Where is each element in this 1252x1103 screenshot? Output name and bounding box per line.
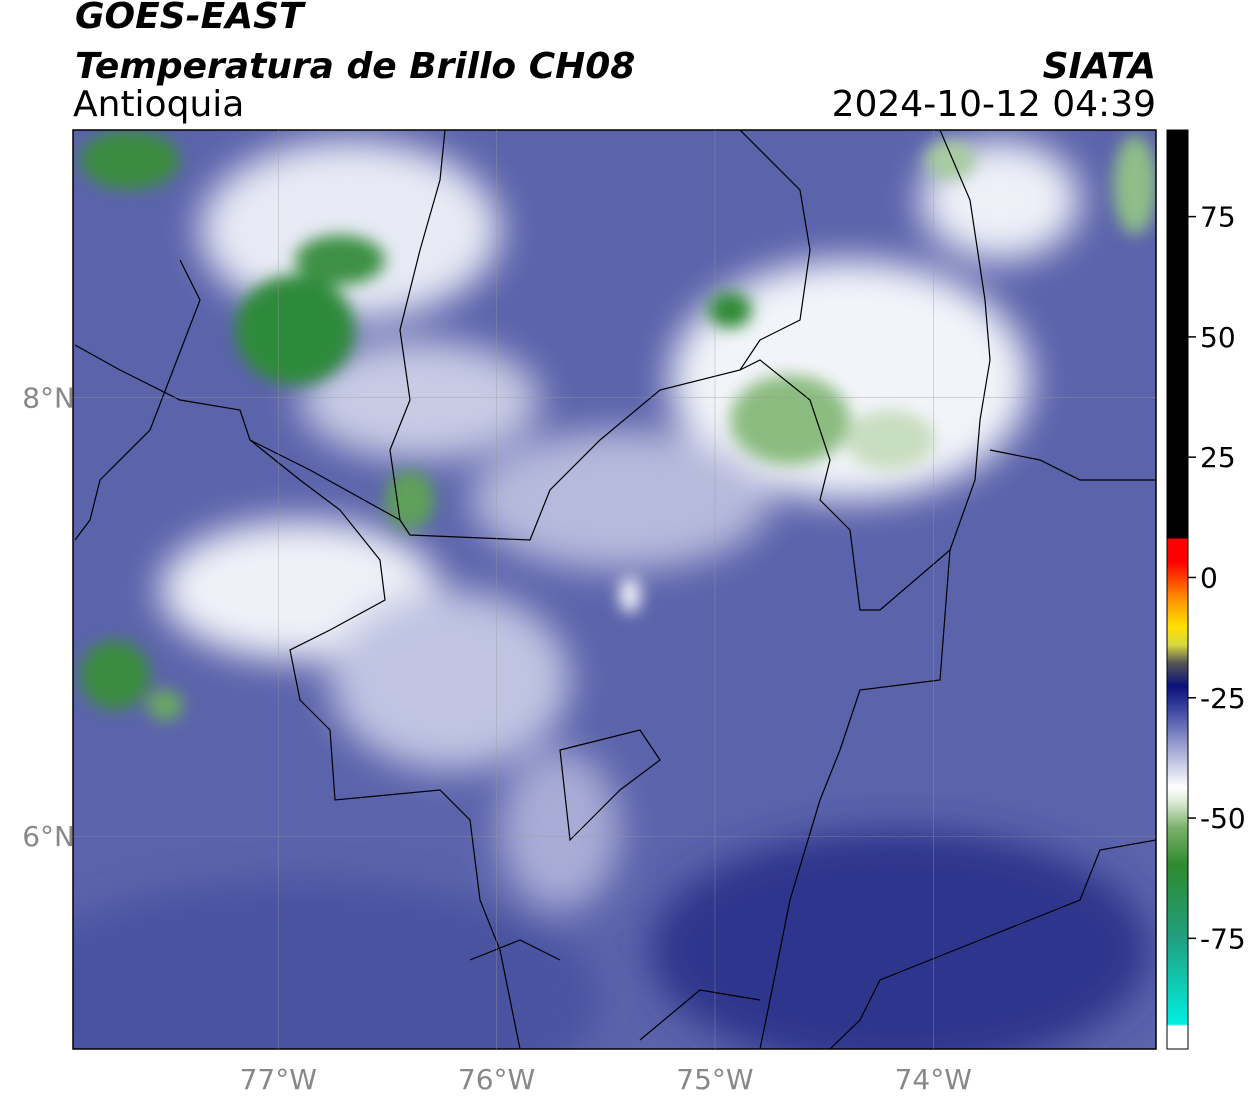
colorbar-tick-label: 0: [1200, 561, 1218, 594]
colorbar-tick-label: -50: [1200, 802, 1246, 835]
subtitle: Temperatura de Brillo CH08: [75, 46, 635, 87]
x-tick-label: 76°W: [458, 1063, 535, 1096]
x-tick-label: 74°W: [895, 1063, 972, 1096]
y-tick-label: 8°N: [22, 382, 75, 415]
colorbar-tick-label: 50: [1200, 321, 1236, 354]
satellite-image: [73, 130, 1156, 1049]
colorbar-tick-label: 75: [1200, 201, 1236, 234]
timestamp: 2024-10-12 04:39: [832, 84, 1156, 125]
source: SIATA: [1043, 46, 1156, 87]
x-tick-label: 77°W: [240, 1063, 317, 1096]
colorbar-tick-label: -75: [1200, 922, 1246, 955]
title: GOES-EAST: [75, 0, 306, 37]
map-frame: [72, 129, 1157, 1050]
x-tick-label: 75°W: [676, 1063, 753, 1096]
y-tick-label: 6°N: [22, 820, 75, 853]
colorbar: [1166, 129, 1189, 1050]
colorbar-tick-label: 25: [1200, 441, 1236, 474]
region: Antioquia: [73, 84, 244, 125]
colorbar-tick-label: -25: [1200, 682, 1246, 715]
